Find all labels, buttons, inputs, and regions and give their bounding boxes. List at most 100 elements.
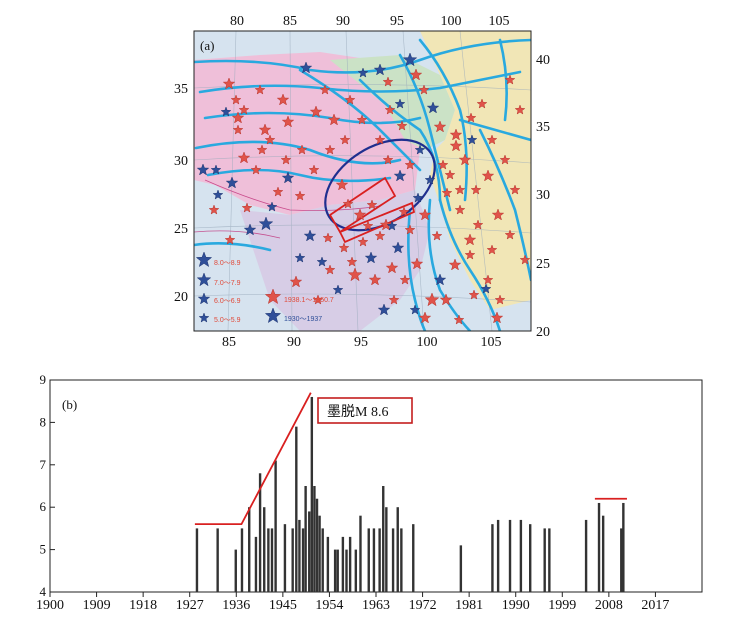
earthquake-star	[210, 164, 222, 175]
earthquake-star	[424, 292, 440, 307]
legend-label-mag-8: 8.0～8.9	[214, 260, 241, 267]
earthquake-star	[353, 208, 367, 221]
map-top-tick: 85	[283, 14, 297, 29]
earthquake-star	[404, 159, 416, 170]
earthquake-star	[276, 93, 290, 106]
earthquake-star	[388, 294, 400, 305]
earthquake-star	[324, 264, 336, 275]
map-top-tick: 105	[489, 14, 510, 29]
earthquake-star	[458, 153, 472, 166]
y-tick-label: 5	[40, 542, 47, 557]
earthquake-star	[439, 293, 453, 306]
magnitude-bar	[412, 524, 415, 592]
magnitude-bar	[345, 549, 348, 592]
earthquake-star	[433, 273, 447, 286]
earthquake-star	[225, 176, 239, 189]
magnitude-bar	[308, 511, 311, 592]
legend-label-period-red: 1938.1～1950.7	[284, 297, 334, 304]
annotation-label: 墨脱M 8.6	[327, 404, 388, 420]
magnitude-bar	[348, 536, 352, 592]
legend-label-mag-6: 6.0～6.9	[214, 298, 241, 305]
earthquake-star	[289, 275, 303, 288]
magnitude-bar	[310, 396, 314, 592]
earthquake-star	[316, 256, 328, 267]
earthquake-star	[466, 134, 478, 145]
map-top-tick: 80	[230, 14, 244, 29]
magnitude-bar	[548, 528, 551, 592]
earthquake-star	[453, 314, 465, 325]
map-left-tick: 20	[174, 290, 188, 305]
map-boundaries	[194, 179, 381, 239]
earthquake-star	[258, 216, 274, 231]
y-tick-label: 4	[40, 584, 47, 599]
magnitude-bar	[336, 549, 339, 592]
y-tick-label: 6	[40, 499, 47, 514]
magnitude-bar	[519, 519, 523, 592]
earthquake-star	[418, 311, 432, 324]
earthquake-star	[394, 98, 406, 109]
magnitude-bar	[378, 528, 381, 592]
map-region-pink	[194, 52, 420, 215]
earthquake-star	[373, 63, 387, 76]
x-tick-label: 1981	[455, 598, 483, 613]
map-top-tick: 95	[390, 14, 404, 29]
magnitude-bar	[326, 536, 330, 592]
magnitude-bar	[601, 515, 605, 592]
earthquake-star	[486, 134, 498, 145]
earthquake-star	[374, 134, 386, 145]
earthquake-star	[212, 189, 224, 200]
map-left-ticks: 35 30 25 20	[174, 82, 188, 305]
earthquake-star	[266, 201, 278, 212]
earthquake-star	[476, 98, 488, 109]
earthquake-star	[409, 304, 421, 315]
magnitude-bar	[270, 528, 274, 592]
earthquake-star	[366, 199, 378, 210]
magnitude-bar	[274, 460, 277, 592]
earthquake-star	[197, 292, 211, 305]
earthquake-star	[504, 229, 516, 240]
earthquake-star	[294, 190, 306, 201]
magnitude-bar	[508, 519, 512, 592]
magnitude-bars	[195, 396, 625, 592]
magnitude-bar	[318, 515, 321, 592]
earthquake-star	[264, 288, 282, 305]
earthquake-star	[379, 218, 393, 231]
earthquake-star	[384, 104, 396, 115]
earthquake-star	[468, 289, 480, 300]
earthquake-star	[250, 164, 262, 175]
map-left-tick: 30	[174, 154, 188, 169]
map-right-tick: 20	[536, 325, 550, 340]
earthquake-star	[494, 294, 506, 305]
magnitude-bar	[391, 528, 395, 592]
x-tick-label: 1999	[548, 598, 576, 613]
earthquake-star	[514, 104, 526, 115]
map-frame	[193, 30, 532, 332]
magnitude-bar	[359, 515, 362, 592]
magnitude-bar	[295, 426, 298, 592]
earthquake-star	[356, 114, 368, 125]
map-right-ticks: 40 35 30 25 20	[536, 53, 550, 340]
map-right-tick: 25	[536, 257, 550, 272]
magnitude-bar	[367, 528, 370, 592]
earthquake-star	[410, 257, 424, 270]
earthquake-star	[490, 311, 504, 324]
map-bottom-tick: 90	[287, 335, 301, 350]
y-axis-ticks: 4 5 6 7 8 9	[40, 372, 55, 599]
earthquake-star	[449, 128, 463, 141]
earthquake-star	[309, 105, 323, 118]
legend-label-mag-5: 5.0～5.9	[214, 317, 241, 324]
magnitude-bar	[248, 507, 251, 592]
map-bottom-tick: 85	[222, 335, 236, 350]
earthquake-star	[362, 220, 374, 231]
magnitude-bar	[529, 524, 532, 592]
earthquake-star	[509, 184, 521, 195]
earthquake-star	[231, 111, 245, 124]
earthquake-star	[342, 198, 354, 209]
magnitude-bar	[491, 524, 494, 592]
earthquake-star	[303, 229, 317, 242]
magnitude-bar	[543, 528, 546, 592]
earthquake-star	[299, 61, 313, 74]
y-tick-label: 7	[40, 457, 47, 472]
magnitude-bar	[258, 473, 262, 592]
earthquake-star	[364, 251, 378, 264]
